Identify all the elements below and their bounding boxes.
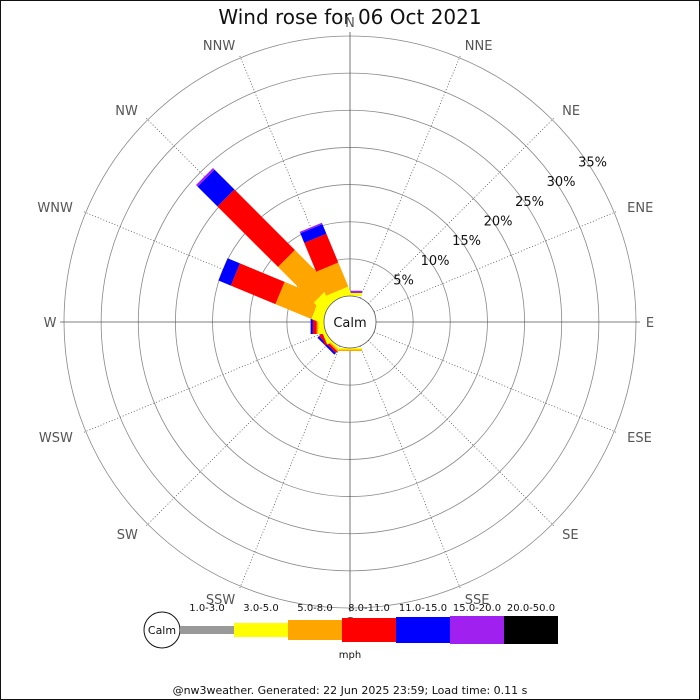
legend-label-1.0-3.0: 1.0-3.0 bbox=[189, 603, 224, 614]
direction-label-ssw: SSW bbox=[206, 593, 236, 608]
radial-tick-label-1: 5% bbox=[393, 274, 414, 289]
spoke-ssw bbox=[238, 345, 341, 591]
legend-label-15.0-20.0: 15.0-20.0 bbox=[453, 603, 501, 614]
bar-nnw-11.0-15.0 bbox=[300, 224, 327, 243]
legend-calm-label: Calm bbox=[148, 624, 176, 637]
direction-label-nnw: NNW bbox=[203, 39, 235, 54]
legend-unit-label: mph bbox=[339, 650, 361, 661]
spoke-ne bbox=[368, 116, 556, 304]
bar-wnw-8.0-11.0 bbox=[230, 263, 285, 305]
bar-s-5.0-8.0 bbox=[338, 349, 362, 351]
bar-nnw-5.0-8.0 bbox=[316, 262, 349, 296]
direction-label-n: N bbox=[345, 16, 355, 31]
spoke-nne bbox=[359, 53, 462, 299]
chart-title: Wind rose for 06 Oct 2021 bbox=[218, 5, 482, 29]
legend-swatch-1.0-3.0 bbox=[180, 626, 234, 634]
direction-label-wsw: WSW bbox=[39, 431, 73, 446]
radial-tick-label-6: 30% bbox=[547, 175, 576, 190]
bar-nw-5.0-8.0 bbox=[278, 250, 331, 303]
bar-nw-8.0-11.0 bbox=[217, 189, 295, 267]
bar-nw-11.0-15.0 bbox=[197, 169, 235, 207]
direction-label-ese: ESE bbox=[627, 431, 652, 446]
radial-tick-label-2: 10% bbox=[421, 254, 450, 269]
calm-circle bbox=[323, 295, 377, 349]
direction-label-ene: ENE bbox=[627, 201, 653, 216]
spoke-sw bbox=[144, 340, 332, 528]
bar-nw-15.0-20.0 bbox=[196, 168, 215, 187]
spoke-se bbox=[368, 340, 556, 528]
direction-label-w: W bbox=[44, 316, 57, 331]
spoke-sse bbox=[359, 345, 462, 591]
direction-label-nne: NNE bbox=[465, 39, 493, 54]
bar-sw-11.0-15.0 bbox=[317, 336, 336, 355]
bar-nnw-15.0-20.0 bbox=[299, 222, 323, 234]
direction-label-wnw: WNW bbox=[37, 201, 73, 216]
radial-tick-label-3: 15% bbox=[452, 234, 481, 249]
bar-wnw-11.0-15.0 bbox=[218, 258, 240, 286]
direction-label-sw: SW bbox=[117, 528, 138, 543]
bar-nnw-3.0-5.0 bbox=[326, 286, 352, 303]
legend-swatch-5.0-8.0 bbox=[288, 620, 342, 640]
radial-tick-label-5: 25% bbox=[515, 195, 544, 210]
direction-label-sse: SSE bbox=[465, 593, 490, 608]
calm-label: Calm bbox=[333, 316, 366, 331]
legend-swatch-20.0-50.0 bbox=[504, 616, 558, 644]
spoke-wsw bbox=[81, 331, 327, 434]
legend-swatch-11.0-15.0 bbox=[396, 617, 450, 643]
legend-swatch-3.0-5.0 bbox=[234, 623, 288, 637]
spoke-wnw bbox=[81, 210, 327, 313]
bar-nnw-8.0-11.0 bbox=[304, 233, 339, 272]
legend-swatch-15.0-20.0 bbox=[450, 616, 504, 644]
radial-tick-label-7: 35% bbox=[578, 155, 607, 170]
legend-label-11.0-15.0: 11.0-15.0 bbox=[399, 603, 447, 614]
direction-label-ne: NE bbox=[562, 104, 580, 119]
legend-label-5.0-8.0: 5.0-8.0 bbox=[297, 603, 332, 614]
radial-tick-label-4: 20% bbox=[484, 214, 513, 229]
direction-label-nw: NW bbox=[115, 104, 138, 119]
legend-label-8.0-11.0: 8.0-11.0 bbox=[348, 603, 390, 614]
direction-label-se: SE bbox=[562, 528, 578, 543]
legend-label-20.0-50.0: 20.0-50.0 bbox=[507, 603, 555, 614]
legend-swatch-8.0-11.0 bbox=[342, 618, 396, 642]
legend-label-3.0-5.0: 3.0-5.0 bbox=[243, 603, 278, 614]
bar-s-3.0-5.0 bbox=[338, 348, 362, 350]
spoke-ese bbox=[373, 331, 619, 434]
bar-wnw-5.0-8.0 bbox=[275, 281, 321, 319]
spoke-nnw bbox=[238, 53, 341, 299]
direction-label-e: E bbox=[646, 316, 654, 331]
footer-credit: @nw3weather. Generated: 22 Jun 2025 23:5… bbox=[172, 684, 528, 697]
spoke-ene bbox=[373, 210, 619, 313]
